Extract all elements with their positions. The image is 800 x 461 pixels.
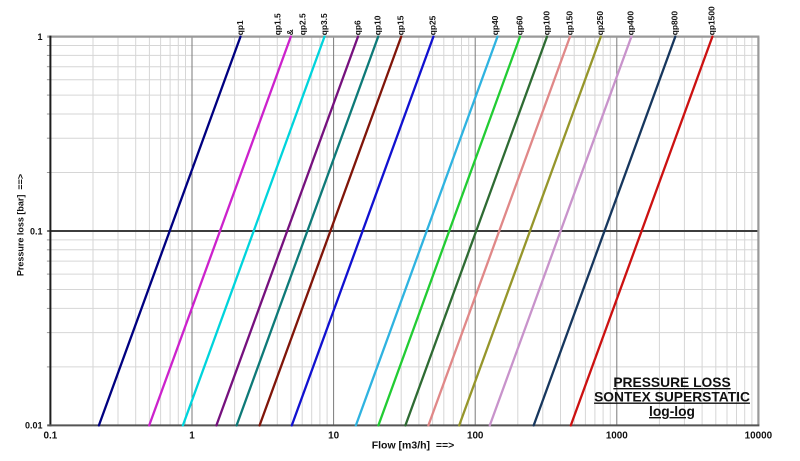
svg-text:qp400: qp400 xyxy=(626,11,636,36)
svg-text:100: 100 xyxy=(467,431,484,442)
svg-text:qp2.5: qp2.5 xyxy=(298,13,308,35)
svg-text:1: 1 xyxy=(189,431,195,442)
svg-text:0.1: 0.1 xyxy=(44,431,58,442)
svg-text:PRESSURE LOSS: PRESSURE LOSS xyxy=(613,375,730,390)
svg-text:qp150: qp150 xyxy=(564,11,574,36)
svg-text:qp1.5: qp1.5 xyxy=(273,13,283,35)
svg-text:log-log: log-log xyxy=(649,404,695,419)
svg-text:qp40: qp40 xyxy=(490,15,500,35)
svg-text:1: 1 xyxy=(37,32,42,42)
svg-text:qp1: qp1 xyxy=(235,20,245,35)
svg-text:Flow [m3/h] ==>: Flow [m3/h] ==> xyxy=(372,440,455,452)
svg-text:10: 10 xyxy=(328,431,339,442)
svg-text:0.01: 0.01 xyxy=(25,421,43,431)
svg-text:Pressure loss [bar] ==>: Pressure loss [bar] ==> xyxy=(15,174,25,276)
svg-text:qp3.5: qp3.5 xyxy=(319,13,329,35)
svg-text:10000: 10000 xyxy=(745,431,773,442)
svg-text:&: & xyxy=(285,29,295,35)
svg-text:qp800: qp800 xyxy=(670,11,680,36)
svg-text:qp15: qp15 xyxy=(396,15,406,35)
svg-text:qp1500: qp1500 xyxy=(707,6,717,35)
svg-text:0.1: 0.1 xyxy=(30,226,43,236)
svg-text:qp60: qp60 xyxy=(514,15,524,35)
svg-text:SONTEX SUPERSTATIC: SONTEX SUPERSTATIC xyxy=(594,390,750,405)
svg-text:qp10: qp10 xyxy=(373,15,383,35)
svg-text:qp25: qp25 xyxy=(428,15,438,35)
svg-text:1000: 1000 xyxy=(606,431,628,442)
svg-text:qp250: qp250 xyxy=(595,11,605,36)
svg-text:qp6: qp6 xyxy=(352,20,362,35)
svg-text:qp100: qp100 xyxy=(541,11,551,36)
